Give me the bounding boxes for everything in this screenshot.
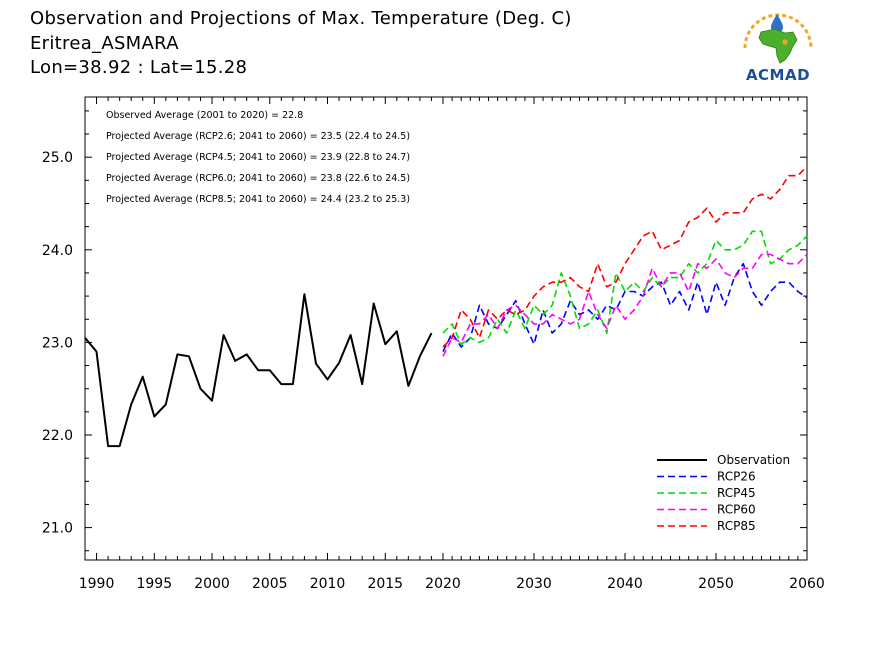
average-annotation: Projected Average (RCP8.5; 2041 to 2060)…: [106, 194, 410, 205]
x-tick-label: 2015: [367, 576, 403, 592]
legend-label-rcp60: RCP60: [717, 503, 756, 517]
x-tick-label: 2060: [789, 576, 825, 592]
series-line-rcp45: [442, 230, 808, 346]
series-line-rcp26: [442, 262, 808, 352]
x-tick-label: 2010: [310, 576, 346, 592]
y-tick-label: 21.0: [42, 521, 73, 537]
series-line-observation: [84, 293, 433, 448]
x-tick-label: 1990: [79, 576, 115, 592]
average-annotation: Observed Average (2001 to 2020) = 22.8: [106, 110, 303, 121]
y-tick-label: 22.0: [42, 428, 73, 444]
legend-label-observation: Observation: [717, 453, 790, 467]
legend-label-rcp45: RCP45: [717, 486, 756, 500]
y-tick-label: 23.0: [42, 335, 73, 351]
x-tick-label: 2050: [698, 576, 734, 592]
x-tick-label: 2030: [516, 576, 552, 592]
x-tick-label: 2040: [607, 576, 643, 592]
station-coordinates: Lon=38.92 : Lat=15.28: [30, 57, 248, 78]
africa-map-icon: [758, 28, 798, 64]
legend-label-rcp26: RCP26: [717, 470, 756, 484]
x-tick-label: 1995: [136, 576, 172, 592]
y-tick-label: 24.0: [42, 243, 73, 259]
series-line-rcp60: [442, 253, 808, 357]
station-name: Eritrea_ASMARA: [30, 33, 179, 54]
plot-frame: [84, 96, 808, 561]
x-tick-label: 2020: [425, 576, 461, 592]
x-tick-label: 2000: [194, 576, 230, 592]
series-line-rcp85: [442, 165, 808, 348]
sun-ring-icon: [743, 13, 813, 49]
legend-label-rcp85: RCP85: [717, 519, 756, 533]
y-tick-label: 25.0: [42, 150, 73, 166]
drop-icon: [771, 14, 783, 33]
x-tick-label: 2005: [252, 576, 288, 592]
chart-title: Observation and Projections of Max. Temp…: [30, 8, 572, 29]
acmad-logo-text: ACMAD: [745, 66, 811, 84]
average-annotation: Projected Average (RCP6.0; 2041 to 2060)…: [106, 173, 410, 184]
acmad-logo: ACMAD: [733, 8, 823, 86]
average-annotation: Projected Average (RCP2.6; 2041 to 2060)…: [106, 131, 410, 142]
average-annotation: Projected Average (RCP4.5; 2041 to 2060)…: [106, 152, 410, 163]
